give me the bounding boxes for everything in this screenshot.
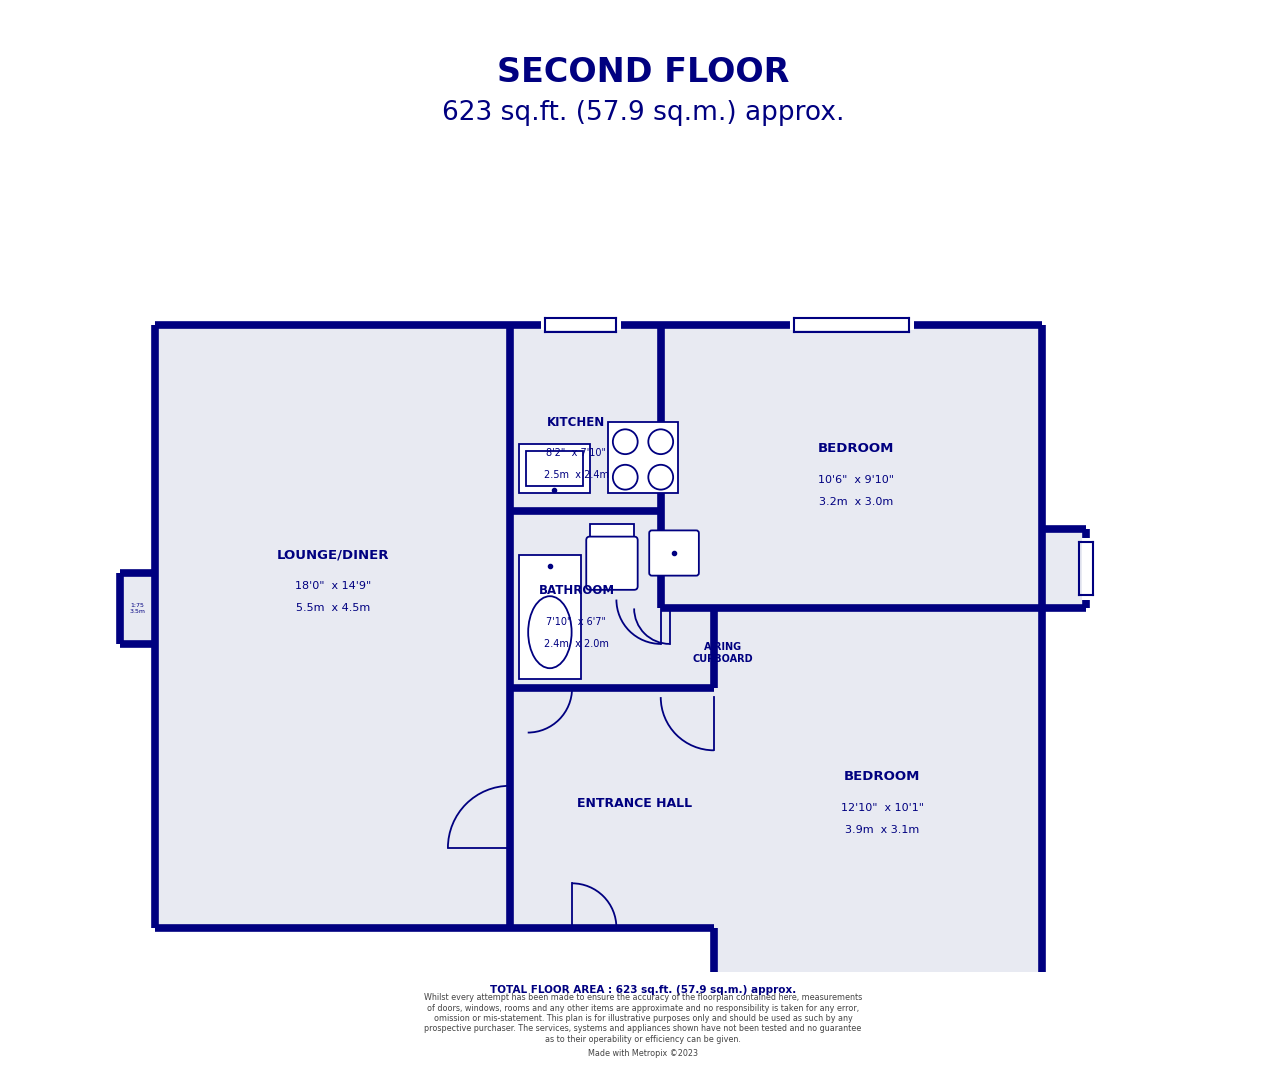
Text: 12'10"  x 10'1": 12'10" x 10'1" <box>841 802 923 813</box>
Text: BEDROOM: BEDROOM <box>818 443 894 456</box>
Bar <box>511 511 661 688</box>
FancyBboxPatch shape <box>586 537 638 590</box>
Bar <box>518 555 581 679</box>
Text: Whilst every attempt has been made to ensure the accuracy of the floorplan conta: Whilst every attempt has been made to en… <box>424 994 862 1043</box>
Text: 7'10"  x 6'7": 7'10" x 6'7" <box>547 617 607 626</box>
Text: 5.5m  x 4.5m: 5.5m x 4.5m <box>296 604 370 613</box>
Text: KITCHEN: KITCHEN <box>548 416 606 429</box>
Bar <box>590 524 634 542</box>
Text: 10'6"  x 9'10": 10'6" x 9'10" <box>818 475 894 485</box>
Text: ENTRANCE HALL: ENTRANCE HALL <box>576 797 692 810</box>
Text: 3.9m  x 3.1m: 3.9m x 3.1m <box>845 825 919 835</box>
Ellipse shape <box>529 596 571 669</box>
Text: 3.2m  x 3.0m: 3.2m x 3.0m <box>819 497 892 507</box>
Bar <box>661 608 714 688</box>
Text: BATHROOM: BATHROOM <box>539 584 615 597</box>
Bar <box>526 451 583 486</box>
Bar <box>518 444 590 494</box>
Bar <box>511 325 661 511</box>
Text: 8'2"  x 7'10": 8'2" x 7'10" <box>547 448 607 458</box>
Text: 2.5m  x 2.4m: 2.5m x 2.4m <box>544 471 610 481</box>
Text: 623 sq.ft. (57.9 sq.m.) approx.: 623 sq.ft. (57.9 sq.m.) approx. <box>442 100 844 126</box>
Bar <box>120 573 156 644</box>
Text: BEDROOM: BEDROOM <box>844 770 921 783</box>
Text: 2.4m  x 2.0m: 2.4m x 2.0m <box>544 639 610 649</box>
Text: Made with Metropix ©2023: Made with Metropix ©2023 <box>588 1049 698 1057</box>
Text: LOUNGE/DINER: LOUNGE/DINER <box>276 549 388 562</box>
Bar <box>661 325 1042 608</box>
Text: 1:75
3.5m: 1:75 3.5m <box>130 603 145 613</box>
Bar <box>511 688 714 928</box>
Text: SECOND FLOOR: SECOND FLOOR <box>496 56 790 89</box>
Bar <box>1042 528 1087 608</box>
Bar <box>714 608 1042 989</box>
Bar <box>607 422 679 494</box>
Text: AIRING
CUPBOARD: AIRING CUPBOARD <box>692 642 754 663</box>
Text: 18'0"  x 14'9": 18'0" x 14'9" <box>294 581 370 591</box>
Bar <box>156 325 511 928</box>
Text: TOTAL FLOOR AREA : 623 sq.ft. (57.9 sq.m.) approx.: TOTAL FLOOR AREA : 623 sq.ft. (57.9 sq.m… <box>490 985 796 996</box>
FancyBboxPatch shape <box>649 530 698 576</box>
